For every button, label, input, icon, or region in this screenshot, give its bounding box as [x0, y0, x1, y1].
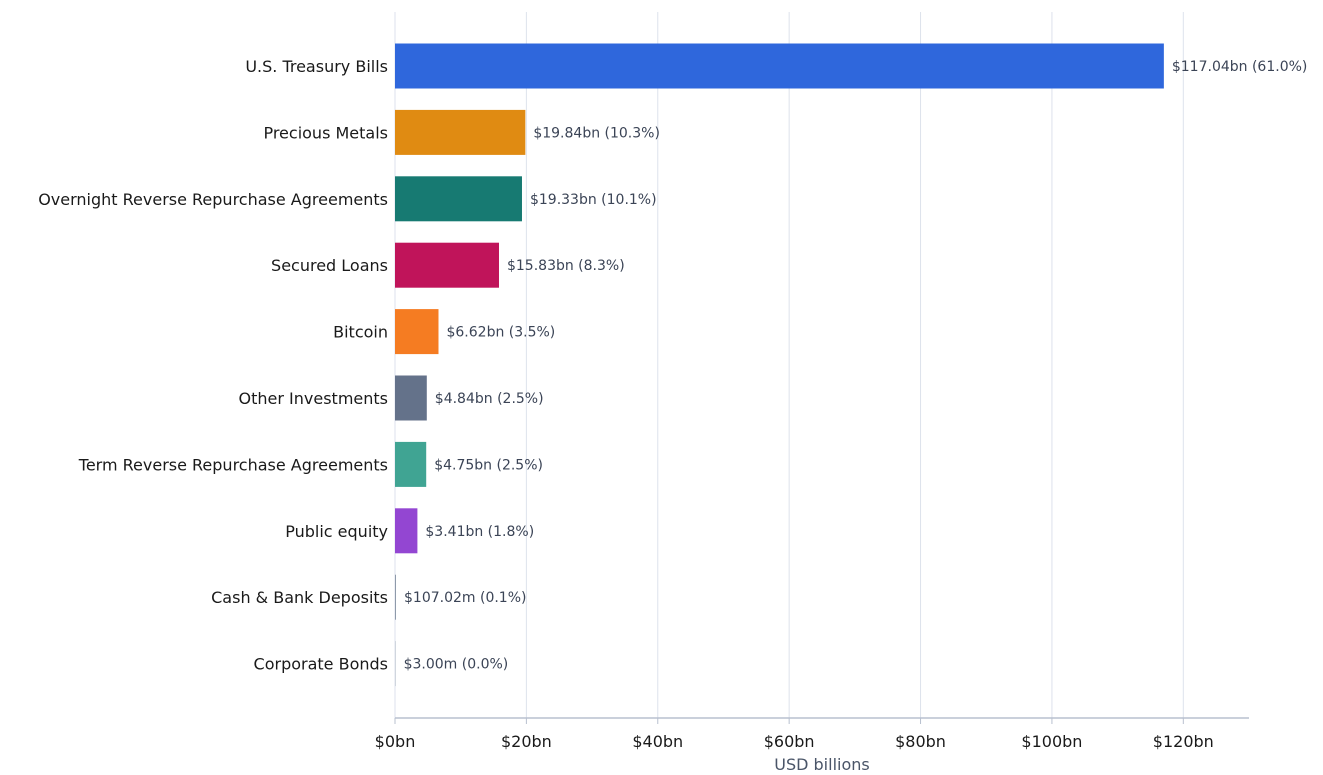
x-tick-label: $100bn	[1021, 732, 1082, 751]
data-label: $107.02m (0.1%)	[404, 590, 526, 606]
bars	[395, 43, 1164, 687]
category-label: Bitcoin	[333, 323, 388, 342]
category-label: Cash & Bank Deposits	[211, 588, 388, 607]
bar	[395, 574, 396, 620]
data-label: $15.83bn (8.3%)	[507, 258, 625, 274]
bar	[395, 508, 418, 554]
category-label: Corporate Bonds	[254, 655, 388, 674]
x-tick-label: $120bn	[1153, 732, 1214, 751]
data-label: $6.62bn (3.5%)	[446, 325, 555, 341]
gridlines	[394, 12, 1184, 718]
data-label: $3.41bn (1.8%)	[425, 524, 534, 540]
data-label: $3.00m (0.0%)	[404, 657, 509, 673]
x-axis: $0bn $20bn $40bn $60bn $80bn $100bn $120bn USD …	[375, 717, 1249, 774]
data-label: $4.84bn (2.5%)	[435, 391, 544, 407]
x-tick-label: $0bn	[375, 732, 416, 751]
bar	[395, 375, 427, 421]
category-label: Public equity	[285, 522, 388, 541]
x-tick-label: $20bn	[501, 732, 552, 751]
category-label: U.S. Treasury Bills	[245, 57, 388, 76]
category-label: Other Investments	[239, 389, 388, 408]
data-label: $117.04bn (61.0%)	[1172, 59, 1308, 75]
bar	[395, 309, 439, 355]
data-label: $19.33bn (10.1%)	[530, 192, 657, 208]
x-axis-title: USD billions	[774, 755, 869, 771]
x-tick-label: $40bn	[632, 732, 683, 751]
data-label: $4.75bn (2.5%)	[434, 457, 543, 473]
data-label: $19.84bn (10.3%)	[533, 125, 660, 141]
bar	[395, 43, 1164, 89]
x-tick-label: $80bn	[895, 732, 946, 751]
bar	[395, 242, 499, 288]
bar	[395, 176, 522, 222]
labels: U.S. Treasury Bills $117.04bn (61.0%) Prec…	[38, 57, 1307, 674]
x-tick-label: $60bn	[764, 732, 815, 751]
bar	[395, 109, 526, 155]
category-label: Secured Loans	[271, 256, 388, 275]
bar	[395, 441, 427, 487]
category-label: Term Reverse Repurchase Agreements	[78, 455, 388, 474]
category-label: Precious Metals	[263, 123, 388, 142]
category-label: Overnight Reverse Repurchase Agreements	[38, 190, 388, 209]
bar	[395, 641, 396, 687]
